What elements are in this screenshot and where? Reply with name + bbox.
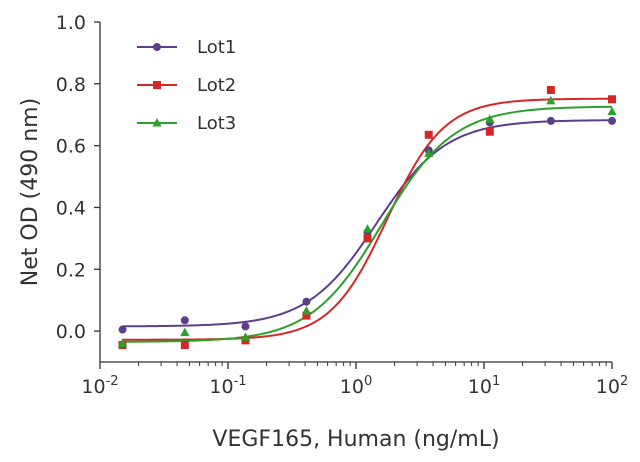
data-point-lot3: [301, 306, 312, 315]
data-point-lot2: [608, 95, 616, 104]
x-tick-label: 101: [468, 374, 500, 398]
y-ticks: 0.0 0.2 0.4 0.6 0.8 1.0: [56, 12, 100, 343]
legend-marker-lot3: [152, 118, 162, 127]
y-tick-label: 0.8: [56, 74, 86, 96]
data-point-lot2: [363, 234, 372, 243]
x-tick-exponent: 0: [364, 374, 372, 389]
x-tick-label: 10-1: [209, 374, 246, 398]
x-tick-label: 10-2: [81, 374, 118, 398]
data-point-lot1: [608, 116, 616, 125]
y-tick-label: 1.0: [56, 12, 86, 34]
data-point-lot3: [362, 224, 373, 233]
x-tick-exponent: -2: [106, 374, 119, 389]
legend-marker-lot1: [153, 43, 161, 51]
y-axis-title: Net OD (490 nm): [18, 98, 43, 286]
fit-curve-lot2: [122, 97, 613, 341]
x-tick-label: 100: [340, 374, 372, 398]
y-tick-label: 0.2: [56, 259, 86, 281]
data-point-lot2: [302, 311, 311, 320]
data-point-lot2: [546, 86, 555, 94]
data-point-lot3: [485, 114, 495, 123]
data-points: [117, 86, 617, 349]
x-tick-base: 10: [209, 376, 233, 398]
legend-marker-lot2: [153, 81, 161, 89]
x-ticks: 10-2 10-1 100 101 102: [81, 362, 628, 398]
data-point-lot1: [118, 325, 127, 334]
x-axis-title: VEGF165, Human (ng/mL): [212, 427, 499, 452]
fit-curve-lot1: [122, 119, 613, 328]
y-tick-label: 0.0: [56, 321, 86, 343]
data-point-lot2: [485, 127, 494, 136]
fit-curves: [122, 97, 613, 343]
data-point-lot1: [241, 322, 250, 331]
x-tick-label: 102: [596, 374, 628, 398]
data-point-lot3: [546, 95, 556, 105]
data-point-lot3: [117, 338, 128, 347]
legend: Lot1 Lot2 Lot3: [137, 37, 236, 134]
y-tick-label: 0.4: [56, 197, 86, 219]
legend-label-lot1: Lot1: [197, 37, 236, 58]
data-point-lot2: [180, 341, 189, 349]
x-tick-exponent: -1: [234, 374, 247, 389]
x-tick-base: 10: [81, 376, 105, 398]
x-tick-base: 10: [596, 376, 620, 398]
data-point-lot3: [180, 327, 190, 337]
data-point-lot1: [302, 297, 311, 306]
legend-label-lot2: Lot2: [197, 75, 236, 96]
y-tick-label: 0.6: [56, 136, 86, 158]
x-tick-exponent: 1: [492, 374, 500, 389]
data-point-lot3: [240, 332, 251, 341]
fit-curve-lot3: [122, 105, 613, 343]
axes: 0.00.20.40.60.81.0 10-2 10-1 100 101 102: [56, 12, 628, 398]
x-tick-exponent: 2: [620, 374, 628, 389]
data-point-lot1: [180, 316, 189, 325]
x-tick-base: 10: [340, 376, 364, 398]
x-tick-base: 10: [468, 376, 492, 398]
data-point-lot2: [424, 130, 433, 139]
legend-label-lot3: Lot3: [197, 113, 236, 134]
data-point-lot1: [546, 116, 555, 125]
data-point-lot3: [424, 148, 434, 157]
data-point-lot3: [607, 106, 617, 116]
